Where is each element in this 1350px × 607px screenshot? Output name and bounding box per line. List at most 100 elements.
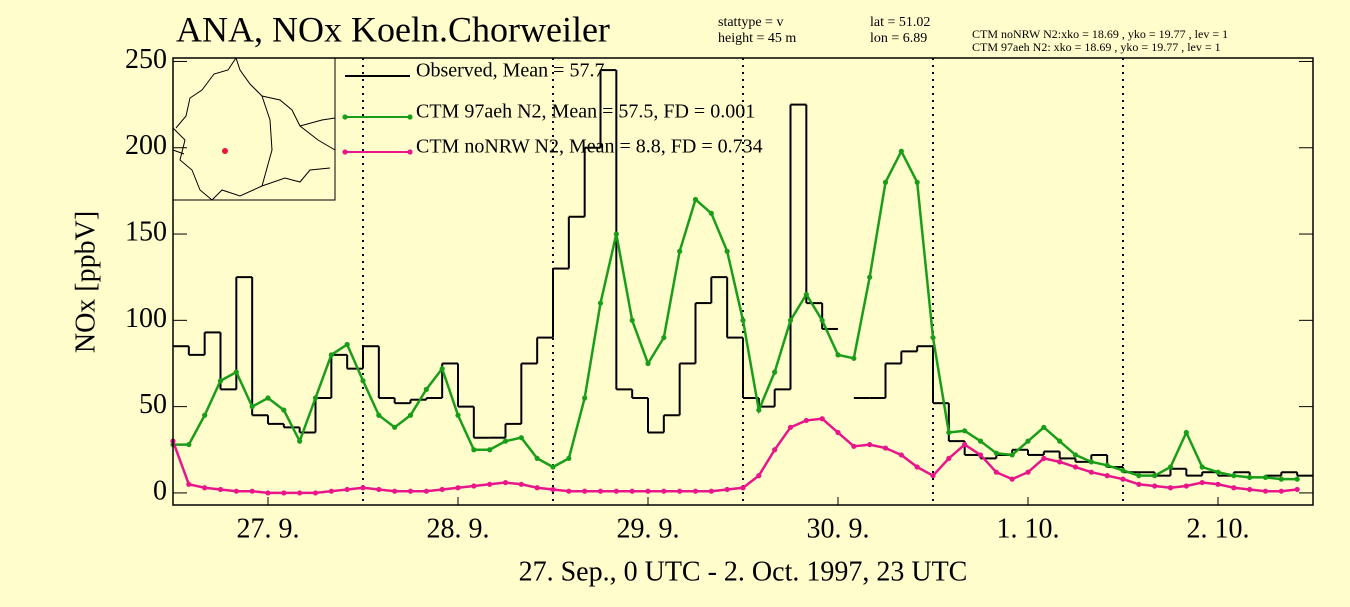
point	[566, 488, 572, 494]
point	[946, 429, 952, 436]
x-tick-label: 1. 10.	[997, 513, 1060, 544]
point	[1167, 464, 1174, 470]
point	[439, 366, 445, 372]
point	[1215, 481, 1221, 487]
legend-dot	[407, 114, 413, 120]
annotation: height = 45 m	[718, 31, 796, 46]
point	[550, 464, 556, 470]
point	[1104, 462, 1110, 468]
point	[487, 447, 493, 453]
x-tick-label: 29. 9.	[617, 513, 680, 544]
point	[645, 360, 651, 367]
y-tick-label: 250	[125, 44, 167, 75]
point	[265, 490, 271, 496]
point	[328, 352, 334, 358]
point	[962, 428, 968, 434]
point	[423, 386, 429, 392]
point	[376, 486, 382, 493]
point	[360, 485, 366, 491]
point	[534, 485, 540, 491]
legend-dot	[342, 149, 348, 155]
point	[392, 488, 398, 494]
point	[249, 488, 255, 494]
point	[1247, 474, 1253, 480]
point	[1262, 488, 1269, 494]
point	[1009, 476, 1015, 482]
point	[518, 481, 524, 487]
point	[914, 179, 920, 185]
point	[281, 407, 287, 413]
point	[772, 447, 778, 453]
point	[645, 488, 651, 494]
x-tick-label: 27. 9.	[237, 513, 300, 544]
point	[455, 485, 461, 491]
point	[471, 447, 477, 453]
y-tick-label: 150	[125, 216, 167, 247]
point	[1072, 452, 1079, 458]
point	[1262, 474, 1269, 480]
legend-label: Observed, Mean = 57.7	[416, 60, 604, 82]
point	[202, 485, 208, 491]
y-tick-label: 50	[139, 389, 167, 420]
point	[677, 248, 683, 254]
point	[471, 483, 477, 489]
annotation: lat = 51.02	[870, 15, 930, 30]
point	[582, 488, 588, 494]
point	[407, 412, 414, 418]
point	[597, 488, 604, 494]
point	[186, 441, 192, 448]
point	[344, 486, 350, 493]
point	[265, 395, 271, 401]
point	[217, 486, 224, 493]
point	[930, 334, 936, 341]
point	[756, 407, 762, 413]
plot-frame	[172, 57, 1314, 506]
point	[819, 317, 825, 323]
point	[930, 473, 936, 479]
line	[173, 148, 1298, 481]
point	[1088, 469, 1094, 475]
point	[1231, 485, 1237, 491]
point	[297, 438, 303, 444]
point	[233, 369, 239, 375]
point	[217, 378, 224, 384]
point	[882, 445, 889, 451]
map-inset	[172, 57, 336, 201]
point	[1025, 438, 1031, 444]
point	[692, 488, 699, 494]
point	[851, 355, 857, 361]
point	[233, 488, 239, 494]
point	[360, 378, 366, 384]
annotation: stattype = v	[718, 15, 783, 30]
point	[344, 341, 350, 348]
legend-dot	[407, 149, 413, 155]
point	[597, 300, 604, 306]
point	[819, 416, 825, 422]
point	[914, 464, 920, 470]
annotation: CTM 97aeh N2: xko = 18.69 , yko = 19.77 …	[972, 40, 1221, 54]
point	[629, 488, 635, 494]
point	[882, 179, 889, 185]
point	[661, 488, 667, 494]
point	[550, 486, 556, 493]
point	[993, 469, 999, 475]
point	[692, 196, 699, 203]
point	[376, 412, 382, 418]
point	[1167, 485, 1174, 491]
line	[171, 417, 1298, 495]
point	[1057, 459, 1063, 465]
point	[803, 291, 809, 298]
point	[312, 490, 319, 496]
point	[1025, 469, 1031, 475]
point	[312, 395, 319, 401]
point	[1294, 486, 1300, 493]
y-tick-label: 200	[125, 130, 167, 161]
point	[1088, 459, 1094, 465]
y-tick-label: 100	[125, 303, 167, 334]
x-tick-label: 28. 9.	[427, 513, 490, 544]
point	[803, 417, 809, 424]
point	[423, 488, 429, 494]
point	[1152, 483, 1158, 489]
legend-dot	[342, 114, 348, 120]
point	[1009, 452, 1015, 458]
